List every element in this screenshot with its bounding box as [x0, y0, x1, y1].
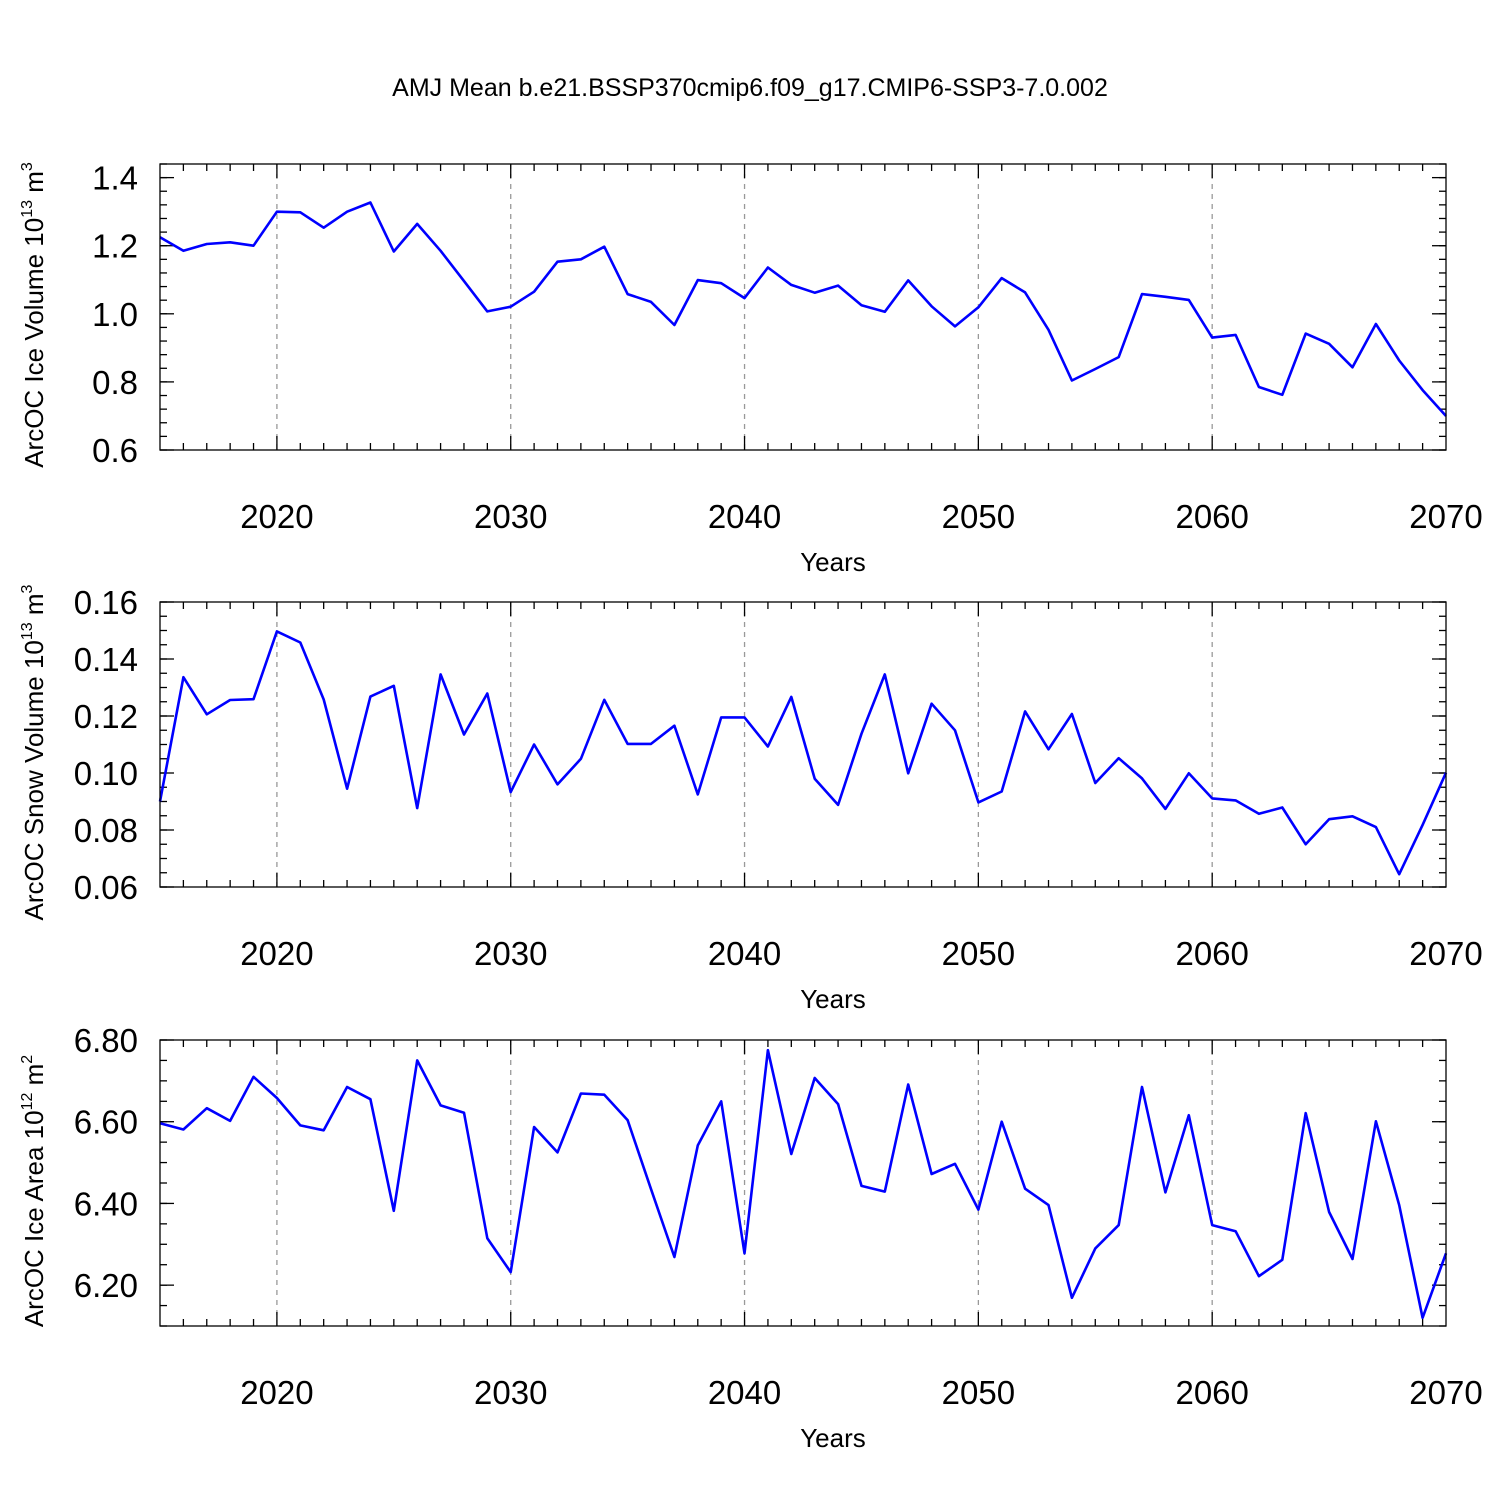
y-tick-label: 0.6 [92, 432, 138, 469]
x-tick-label: 2020 [240, 935, 313, 972]
y-tick-label: 6.20 [74, 1267, 138, 1304]
y-tick-label: 0.10 [74, 755, 138, 792]
x-tick-label: 2040 [708, 1374, 781, 1411]
x-tick-label: 2040 [708, 498, 781, 535]
panel-ice-area: 6.20 6.40 6.60 6.80 2020 2030 2040 2050 2060 2070… [19, 1022, 1483, 1453]
x-axis-title: Years [800, 984, 866, 1014]
y-tick-label: 1.4 [92, 160, 138, 197]
series-line [159, 1048, 1448, 1320]
y-tick-label: 0.8 [92, 364, 138, 401]
x-axis-title: Years [800, 1423, 866, 1453]
x-tick-label: 2050 [942, 1374, 1015, 1411]
y-axis-title-yunit-pow: 3 [19, 584, 36, 593]
y-tick-label: 1.0 [92, 296, 138, 333]
x-tick-label: 2070 [1409, 935, 1482, 972]
y-axis-title-yunit-base: 10 [19, 218, 49, 247]
y-axis-title: ArcOC Snow Volume 1013 m3 [19, 584, 49, 920]
x-axis-title: Years [800, 547, 866, 577]
x-tick-label: 2020 [240, 498, 313, 535]
y-axis-title-yunit-exp: 12 [19, 1093, 36, 1111]
y-axis-title-yunit-base: 10 [19, 1110, 49, 1139]
y-tick-label: 1.2 [92, 228, 138, 265]
x-tick-label: 2020 [240, 1374, 313, 1411]
y-tick-label: 0.06 [74, 869, 138, 906]
x-tick-label: 2040 [708, 935, 781, 972]
plot-frame [159, 163, 1447, 451]
panel-snow-volume: 0.06 0.08 0.10 0.12 0.14 0.16 2020 2030 2040 2050… [19, 584, 1483, 1014]
y-tick-label: 6.80 [74, 1022, 138, 1059]
y-tick-label: 6.40 [74, 1185, 138, 1222]
y-axis-title-yunit-pow: 2 [19, 1055, 36, 1064]
x-tick-label: 2070 [1409, 1374, 1482, 1411]
y-axis-title-yunit-exp: 13 [19, 200, 36, 218]
x-tick-label: 2030 [474, 1374, 547, 1411]
x-tick-label: 2030 [474, 498, 547, 535]
x-tick-label: 2050 [942, 498, 1015, 535]
y-tick-label: 0.12 [74, 698, 138, 735]
figure-title: AMJ Mean b.e21.BSSP370cmip6.f09_g17.CMIP… [392, 74, 1108, 102]
y-axis-title: ArcOC Ice Area 1012 m2 [19, 1055, 49, 1327]
y-axis-title-yunit-tail: m [19, 593, 49, 622]
series-line [158, 630, 1448, 876]
x-tick-label: 2060 [1175, 1374, 1248, 1411]
y-axis-title-yunit-exp: 13 [19, 622, 36, 640]
y-axis-title-yunit-pow: 3 [19, 162, 36, 171]
y-tick-label: 0.08 [74, 812, 138, 849]
y-axis-title: ArcOC Ice Volume 1013 m3 [19, 162, 49, 468]
x-tick-label: 2030 [474, 935, 547, 972]
plot-frame [159, 1039, 1447, 1327]
y-axis-title-ylabel: ArcOC Ice Volume [19, 247, 49, 468]
panel-ice-volume: 0.6 0.8 1.0 1.2 1.4 2020 2030 2040 2050 2060 2070 Y… [19, 160, 1483, 577]
x-tick-label: 2070 [1409, 498, 1482, 535]
series-line [159, 201, 1447, 417]
y-tick-label: 0.14 [74, 641, 138, 678]
y-tick-label: 0.16 [74, 584, 138, 621]
y-axis-title-ylabel: ArcOC Ice Area [19, 1139, 49, 1327]
y-axis-title-yunit-tail: m [19, 1064, 49, 1093]
x-tick-label: 2060 [1175, 498, 1248, 535]
y-tick-label: 6.60 [74, 1104, 138, 1141]
plot-frame [159, 601, 1447, 888]
y-axis-title-yunit-base: 10 [19, 640, 49, 669]
x-tick-label: 2050 [942, 935, 1015, 972]
y-axis-title-ylabel: ArcOC Snow Volume [19, 669, 49, 920]
y-axis-title-yunit-tail: m [19, 171, 49, 200]
x-tick-label: 2060 [1175, 935, 1248, 972]
